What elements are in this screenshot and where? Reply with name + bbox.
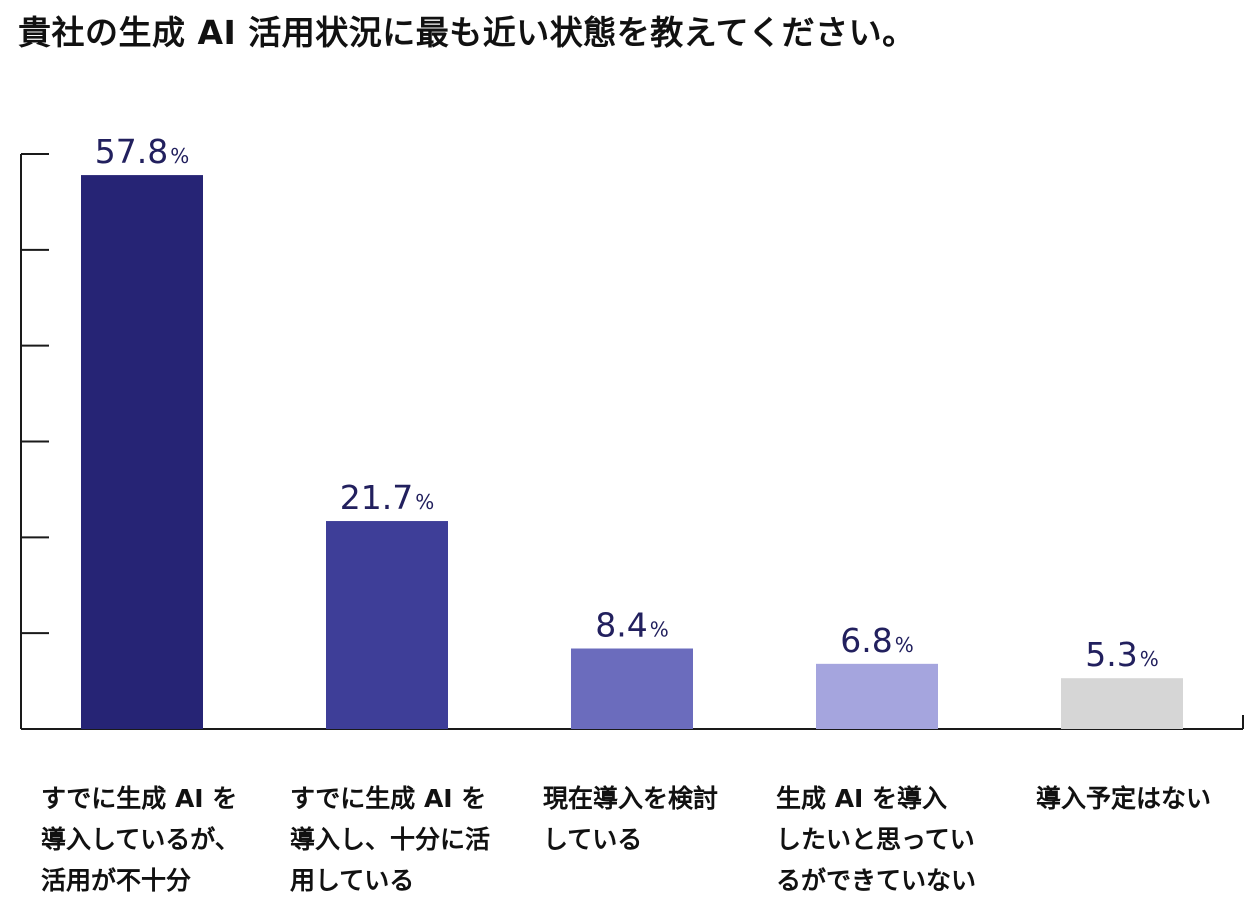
- value-label: 57.8%: [95, 132, 190, 171]
- category-label-line: 現在導入を検討: [543, 784, 719, 813]
- value-label: 21.7%: [340, 478, 435, 517]
- value-labels: 57.8 % 21.7 % 8.4% 6.8% 5.3%: [95, 132, 1159, 674]
- category-label-line: すでに生成 AI を: [290, 784, 487, 813]
- category-label-line: したいと思ってい: [776, 825, 975, 854]
- category-label-line: 用している: [290, 866, 415, 895]
- bar: [81, 175, 203, 730]
- chart-title: 貴社の生成 AI 活用状況に最も近い状態を教えてください。: [18, 13, 916, 52]
- category-label: 現在導入を検討 している: [543, 778, 773, 860]
- bars: [81, 175, 1183, 730]
- value-label: 5.3%: [1085, 635, 1159, 674]
- category-label-line: るができていない: [776, 866, 977, 895]
- category-label-line: 活用が不十分: [41, 866, 192, 895]
- bar: [571, 648, 693, 729]
- value-label: 6.8%: [840, 621, 914, 660]
- category-label-line: 生成 AI を導入: [776, 784, 948, 813]
- bar: [816, 663, 938, 729]
- bar: [326, 521, 448, 729]
- bar: [1061, 678, 1183, 729]
- category-label: すでに生成 AI を導入し、十分に活 用している: [290, 778, 520, 901]
- category-label-line: 導入しているが、: [41, 825, 240, 854]
- category-label: 生成 AI を導入 したいと思ってい るができていない: [776, 778, 1006, 901]
- value-label: 8.4%: [595, 606, 669, 645]
- category-label: すでに生成 AI を導入しているが、 活用が不十分: [41, 778, 271, 901]
- category-label-line: すでに生成 AI を: [41, 784, 238, 813]
- category-label-line: 導入し、十分に活: [290, 825, 491, 854]
- category-label-line: している: [543, 825, 643, 854]
- category-label-line: 導入予定はない: [1036, 784, 1212, 813]
- category-label: 導入予定はない: [1036, 778, 1246, 819]
